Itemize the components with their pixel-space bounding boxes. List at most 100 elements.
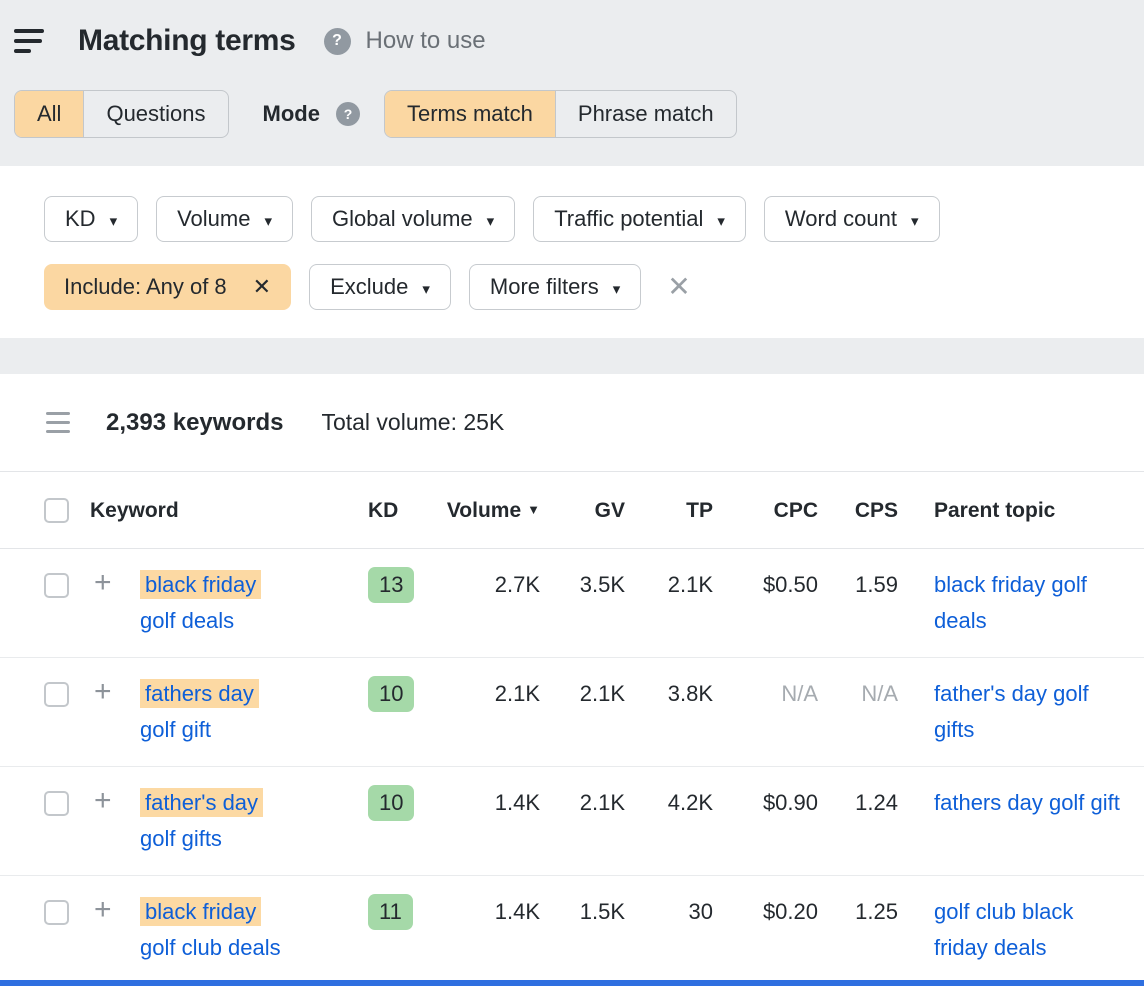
- total-volume: Total volume: 25K: [321, 409, 505, 435]
- parent-topic-link[interactable]: golf club black friday deals: [934, 899, 1074, 960]
- select-all-checkbox[interactable]: [44, 497, 69, 523]
- cell-cps: 1.25: [818, 875, 898, 985]
- mode-label: Mode: [262, 101, 320, 126]
- remove-include-filter-icon[interactable]: ✕: [252, 274, 272, 299]
- toggle-all[interactable]: All: [15, 91, 84, 137]
- cell-cpc: $0.90: [713, 766, 818, 876]
- cell-volume: 1.4K: [435, 766, 540, 876]
- add-keyword-icon[interactable]: +: [94, 675, 112, 708]
- keyword-link[interactable]: father's day golf gifts: [140, 788, 352, 857]
- include-filter-chip[interactable]: Include: Any of 8 ✕: [44, 264, 292, 310]
- add-keyword-icon[interactable]: +: [94, 893, 112, 926]
- kd-badge: 11: [368, 894, 413, 930]
- keyword-highlight: fathers day: [140, 679, 259, 708]
- help-icon[interactable]: ?: [323, 27, 351, 55]
- how-to-use-link[interactable]: How to use: [365, 27, 486, 54]
- keywords-table: Keyword KD Volume ▼ GV TP CPC CPS Parent …: [0, 472, 1144, 985]
- column-header-cps[interactable]: CPS: [818, 472, 898, 549]
- parent-topic-link[interactable]: father's day golf gifts: [934, 681, 1089, 742]
- table-row: + fathers day golf gift 10 2.1K 2.1K 3.8K…: [0, 657, 1144, 767]
- kd-filter-dropdown[interactable]: KD ▾: [44, 196, 139, 242]
- clear-all-filters-icon[interactable]: ✕: [661, 272, 696, 302]
- filters-panel: KD ▾ Volume ▾ Global volume ▾ Traffic po…: [0, 166, 1144, 338]
- keyword-type-toggle: All Questions: [14, 90, 229, 138]
- chevron-down-icon: ▾: [422, 280, 430, 298]
- cell-volume: 2.1K: [435, 657, 540, 767]
- volume-filter-label: Volume: [177, 206, 251, 231]
- row-checkbox[interactable]: [44, 791, 69, 816]
- chevron-down-icon: ▾: [109, 212, 118, 230]
- kd-filter-label: KD: [65, 206, 96, 231]
- parent-topic-link[interactable]: black friday golf deals: [934, 572, 1087, 633]
- volume-filter-dropdown[interactable]: Volume ▾: [156, 196, 294, 242]
- keyword-rest: golf club deals: [140, 935, 281, 960]
- cell-gv: 2.1K: [540, 657, 625, 767]
- exclude-filter-dropdown[interactable]: Exclude ▾: [309, 264, 451, 310]
- row-checkbox[interactable]: [44, 682, 69, 707]
- keyword-link[interactable]: fathers day golf gift: [140, 679, 352, 748]
- keyword-highlight: black friday: [140, 570, 262, 599]
- cell-tp: 30: [625, 875, 713, 985]
- keyword-rest: golf deals: [140, 608, 235, 633]
- toggle-terms-match[interactable]: Terms match: [384, 91, 555, 137]
- keyword-rest: golf gifts: [140, 826, 222, 851]
- column-header-parent-topic[interactable]: Parent topic: [898, 472, 1144, 549]
- word-count-filter-dropdown[interactable]: Word count ▾: [763, 196, 940, 242]
- keyword-highlight: black friday: [140, 897, 262, 926]
- more-filters-dropdown[interactable]: More filters ▾: [468, 264, 642, 310]
- parent-topic-link[interactable]: fathers day golf gift: [934, 790, 1120, 815]
- cell-cpc: $0.50: [713, 548, 818, 658]
- hamburger-menu-icon[interactable]: [14, 29, 46, 53]
- chevron-down-icon: ▾: [612, 280, 621, 298]
- table-row: + black friday golf club deals 11 1.4K 1.…: [0, 875, 1144, 985]
- cell-cps: N/A: [818, 657, 898, 767]
- cell-gv: 1.5K: [540, 875, 625, 985]
- keyword-highlight: father's day: [140, 788, 264, 817]
- more-filters-label: More filters: [489, 274, 599, 299]
- page-title: Matching terms: [78, 24, 296, 57]
- table-header-row: Keyword KD Volume ▼ GV TP CPC CPS Parent …: [0, 472, 1144, 549]
- cell-gv: 2.1K: [540, 766, 625, 876]
- chevron-down-icon: ▾: [911, 212, 919, 230]
- table-body: + black friday golf deals 13 2.7K 3.5K 2.…: [0, 548, 1144, 985]
- add-keyword-icon[interactable]: +: [94, 566, 112, 599]
- keyword-link[interactable]: black friday golf club deals: [140, 897, 352, 966]
- include-filter-label: Include: Any of 8: [64, 274, 227, 299]
- cell-gv: 3.5K: [540, 548, 625, 658]
- column-header-volume[interactable]: Volume ▼: [435, 472, 540, 549]
- cell-tp: 2.1K: [625, 548, 713, 658]
- toggle-questions[interactable]: Questions: [83, 91, 227, 137]
- keyword-rest: golf gift: [140, 717, 211, 742]
- cell-volume: 1.4K: [435, 875, 540, 985]
- mode-help-icon[interactable]: ?: [335, 102, 360, 126]
- add-keyword-icon[interactable]: +: [94, 784, 112, 817]
- column-header-keyword[interactable]: Keyword: [84, 472, 360, 549]
- results-panel: 2,393 keywords Total volume: 25K Keyword…: [0, 374, 1144, 985]
- column-header-kd[interactable]: KD: [360, 472, 435, 549]
- cell-tp: 3.8K: [625, 657, 713, 767]
- table-row: + black friday golf deals 13 2.7K 3.5K 2.…: [0, 548, 1144, 658]
- kd-badge: 10: [368, 676, 415, 712]
- row-checkbox[interactable]: [44, 573, 69, 598]
- column-header-cpc[interactable]: CPC: [713, 472, 818, 549]
- traffic-potential-filter-dropdown[interactable]: Traffic potential ▾: [533, 196, 746, 242]
- cell-cps: 1.24: [818, 766, 898, 876]
- results-header: 2,393 keywords Total volume: 25K: [0, 374, 1144, 472]
- cell-cpc: N/A: [713, 657, 818, 767]
- table-row: + father's day golf gifts 10 1.4K 2.1K 4.…: [0, 766, 1144, 876]
- global-volume-filter-label: Global volume: [332, 206, 473, 231]
- kd-badge: 10: [368, 785, 415, 821]
- exclude-filter-label: Exclude: [330, 274, 409, 299]
- list-view-icon[interactable]: [46, 412, 70, 433]
- cell-volume: 2.7K: [435, 548, 540, 658]
- global-volume-filter-dropdown[interactable]: Global volume ▾: [311, 196, 516, 242]
- toggle-phrase-match[interactable]: Phrase match: [554, 91, 736, 137]
- mode-toggle: Terms match Phrase match: [383, 90, 737, 138]
- column-header-gv[interactable]: GV: [540, 472, 625, 549]
- keyword-link[interactable]: black friday golf deals: [140, 570, 352, 639]
- chevron-down-icon: ▾: [264, 212, 273, 230]
- chevron-down-icon: ▾: [717, 212, 725, 230]
- top-bar: Matching terms ? How to use All Question…: [0, 0, 1144, 138]
- row-checkbox[interactable]: [44, 900, 69, 925]
- column-header-tp[interactable]: TP: [625, 472, 713, 549]
